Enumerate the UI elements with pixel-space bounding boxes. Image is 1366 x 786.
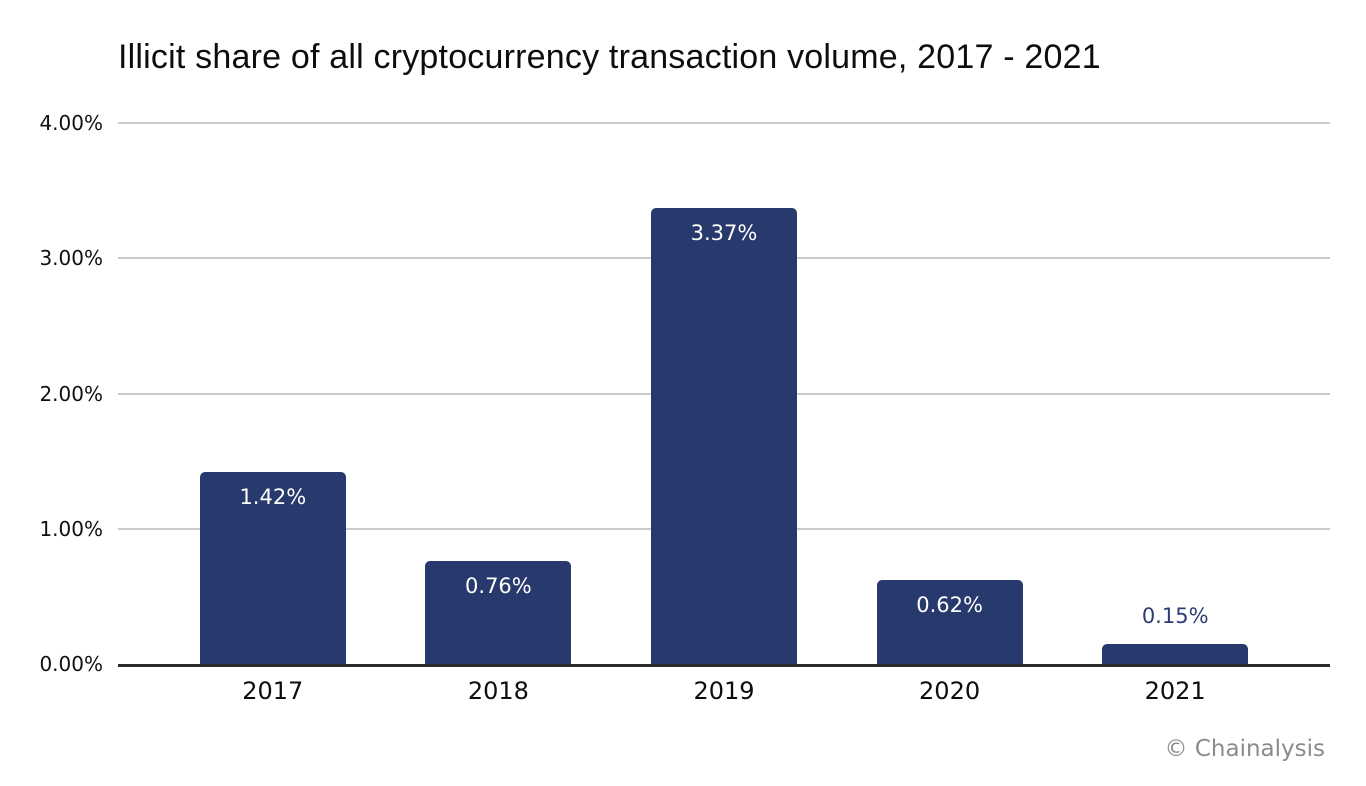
bar-slot-2020: 0.62% 2020	[837, 123, 1063, 705]
bar-2019: 3.37%	[650, 208, 797, 664]
bar-slot-2018: 0.76% 2018	[386, 123, 612, 705]
bar-2018: 0.76%	[425, 561, 572, 664]
bars-container: 1.42% 2017 0.76% 2018 3.37% 2019 0.62% 2020 0.15…	[160, 123, 1288, 705]
bar-value-label-2017: 1.42%	[239, 484, 307, 509]
x-axis-tick-label-2019: 2019	[693, 677, 755, 705]
bar-value-label-2019: 3.37%	[690, 221, 758, 246]
bar-2021: 0.15%	[1102, 604, 1249, 664]
x-axis-tick-label-2018: 2018	[467, 677, 529, 705]
bar-slot-2021: 0.15% 2021	[1062, 123, 1288, 705]
plot-area: 1.42% 2017 0.76% 2018 3.37% 2019 0.62% 2020 0.15…	[39, 111, 1330, 705]
y-axis-tick-label: 2.00%	[39, 381, 103, 406]
bar-slot-2019: 3.37% 2019	[611, 123, 837, 705]
x-axis-tick-label-2021: 2021	[1144, 677, 1206, 705]
bar-slot-2017: 1.42% 2017	[160, 123, 386, 705]
x-axis-tick-label-2017: 2017	[242, 677, 304, 705]
bar-2017: 1.42%	[199, 471, 346, 664]
gridline-4.00%	[118, 122, 1330, 124]
bar-value-label-2021: 0.15%	[1141, 603, 1209, 628]
y-axis-tick-label: 0.00%	[39, 652, 103, 676]
y-axis-tick-label: 3.00%	[39, 246, 103, 271]
bar-value-label-2018: 0.76%	[465, 574, 532, 599]
y-axis-tick-label: 4.00%	[39, 111, 103, 135]
chainalysis-watermark: © Chainalysis	[1164, 736, 1325, 762]
bar-value-label-2020: 0.62%	[916, 593, 983, 618]
y-axis-tick-label: 1.00%	[39, 516, 103, 541]
x-axis-tick-label-2020: 2020	[919, 677, 981, 705]
bar-2020: 0.62%	[876, 580, 1023, 664]
chart-title: Illicit share of all cryptocurrency tran…	[118, 38, 1101, 76]
